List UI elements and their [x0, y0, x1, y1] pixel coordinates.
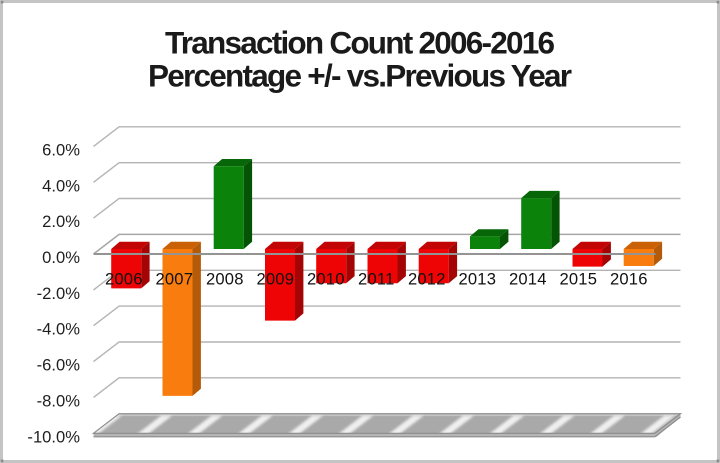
svg-text:6.0%: 6.0%: [42, 140, 80, 159]
svg-text:2012: 2012: [408, 270, 446, 289]
svg-text:2016: 2016: [610, 270, 648, 289]
svg-text:2007: 2007: [155, 270, 193, 289]
svg-text:-2.0%: -2.0%: [37, 284, 81, 303]
svg-text:2015: 2015: [559, 270, 597, 289]
svg-text:-6.0%: -6.0%: [37, 356, 81, 375]
svg-text:Percentage +/- vs.Previous Yea: Percentage +/- vs.Previous Year: [148, 58, 572, 94]
svg-text:2.0%: 2.0%: [42, 212, 80, 231]
svg-text:0.0%: 0.0%: [42, 248, 80, 267]
svg-text:2008: 2008: [206, 270, 244, 289]
svg-text:-10.0%: -10.0%: [27, 427, 80, 446]
svg-text:2011: 2011: [358, 270, 394, 289]
svg-text:2014: 2014: [509, 270, 547, 289]
svg-text:2013: 2013: [458, 270, 496, 289]
svg-text:-8.0%: -8.0%: [37, 391, 81, 410]
svg-text:2009: 2009: [256, 270, 294, 289]
svg-text:4.0%: 4.0%: [42, 176, 80, 195]
svg-text:-4.0%: -4.0%: [37, 320, 81, 339]
svg-text:2010: 2010: [307, 270, 345, 289]
svg-text:2006: 2006: [105, 270, 143, 289]
svg-text:Transaction Count 2006-2016: Transaction Count 2006-2016: [165, 24, 555, 60]
